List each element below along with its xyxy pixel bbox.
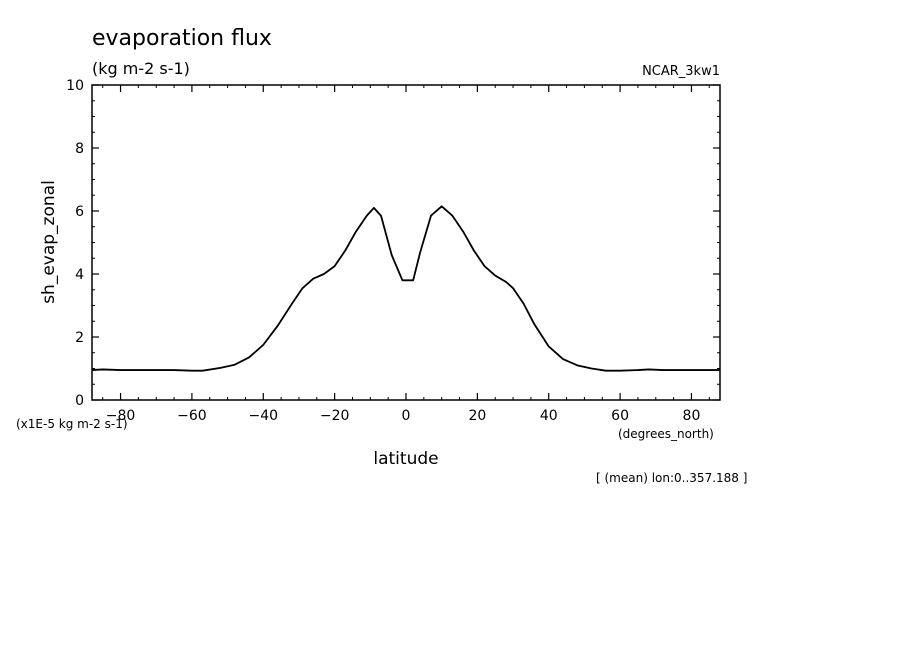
x-tick-label: 0	[402, 408, 411, 424]
y-tick-label: 10	[66, 78, 84, 94]
x-tick-label: −20	[320, 408, 350, 424]
footnote: [ (mean) lon:0..357.188 ]	[596, 471, 747, 485]
plot-frame	[91, 84, 721, 401]
x-tick-label: −60	[177, 408, 207, 424]
chart-title: evaporation flux	[92, 26, 272, 51]
x-tick-label: −40	[248, 408, 278, 424]
series-layer	[91, 205, 720, 372]
x-tick-label: 60	[611, 408, 629, 424]
y-tick-label: 0	[75, 393, 84, 409]
y-tick-label: 6	[75, 204, 84, 220]
tick-labels: −80 −60 −40 −20 0 20 40 60 80 0 2 4 6 8 10	[66, 78, 700, 424]
y-tick-label: 4	[75, 267, 84, 283]
x-axis-title: latitude	[373, 449, 438, 469]
y-tick-label: 8	[75, 141, 84, 157]
x-tick-label: −80	[106, 408, 136, 424]
x-tick-label: 80	[683, 408, 701, 424]
chart-subtitle: (kg m-2 s-1)	[92, 59, 190, 78]
y-axis-title: sh_evap_zonal	[39, 180, 59, 304]
dataset-label: NCAR_3kw1	[642, 64, 720, 79]
x-tick-label: 40	[540, 408, 558, 424]
series-line	[91, 205, 720, 372]
y-tick-label: 2	[75, 330, 84, 346]
x-unit-label: (degrees_north)	[618, 427, 714, 441]
y-scale-note: (x1E-5 kg m-2 s-1)	[16, 417, 128, 431]
x-tick-label: 20	[468, 408, 486, 424]
